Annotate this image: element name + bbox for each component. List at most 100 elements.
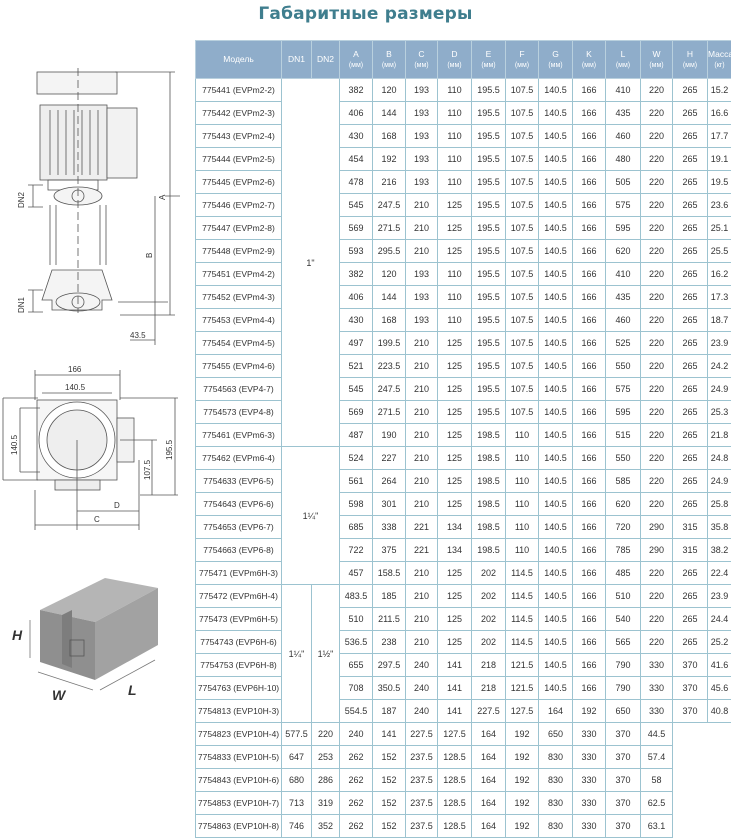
- value-cell: 430: [340, 125, 373, 148]
- value-cell: 238: [373, 631, 406, 654]
- model-cell: 775473 (EVPm6H-5): [196, 608, 282, 631]
- value-cell: 198.5: [472, 447, 506, 470]
- value-cell: 202: [472, 608, 506, 631]
- value-cell: 655: [340, 654, 373, 677]
- value-cell: 16.2: [708, 263, 731, 286]
- value-cell: 536.5: [340, 631, 373, 654]
- value-cell: 210: [406, 470, 438, 493]
- value-cell: 216: [373, 171, 406, 194]
- value-cell: 107.5: [506, 378, 539, 401]
- value-cell: 220: [641, 194, 673, 217]
- value-cell: 120: [373, 263, 406, 286]
- value-cell: 540: [606, 608, 641, 631]
- value-cell: 195.5: [472, 171, 506, 194]
- column-header: A(мм): [340, 41, 373, 79]
- model-cell: 7754643 (EVP6-6): [196, 493, 282, 516]
- value-cell: 110: [438, 148, 472, 171]
- value-cell: 110: [506, 447, 539, 470]
- value-cell: 114.5: [506, 562, 539, 585]
- value-cell: 406: [340, 102, 373, 125]
- column-header-unit: (мм): [438, 60, 471, 71]
- value-cell: 198.5: [472, 539, 506, 562]
- value-cell: 107.5: [506, 194, 539, 217]
- value-cell: 23.9: [708, 585, 731, 608]
- value-cell: 107.5: [506, 309, 539, 332]
- model-cell: 7754753 (EVP6H-8): [196, 654, 282, 677]
- value-cell: 223.5: [373, 355, 406, 378]
- value-cell: 107.5: [506, 263, 539, 286]
- value-cell: 107.5: [506, 401, 539, 424]
- value-cell: 237.5: [406, 792, 438, 815]
- value-cell: 382: [340, 263, 373, 286]
- value-cell: 595: [606, 217, 641, 240]
- value-cell: 330: [573, 746, 606, 769]
- value-cell: 21.8: [708, 424, 731, 447]
- column-header-label: Модель: [223, 54, 254, 64]
- dimension-a-label: A: [158, 194, 167, 200]
- value-cell: 195.5: [472, 148, 506, 171]
- value-cell: 406: [340, 286, 373, 309]
- value-cell: 195.5: [472, 79, 506, 102]
- value-cell: 210: [406, 585, 438, 608]
- value-cell: 262: [340, 769, 373, 792]
- value-cell: 265: [673, 102, 708, 125]
- value-cell: 62.5: [641, 792, 673, 815]
- value-cell: 57.4: [641, 746, 673, 769]
- value-cell: 220: [641, 125, 673, 148]
- value-cell: 107.5: [506, 355, 539, 378]
- value-cell: 370: [673, 654, 708, 677]
- column-header-label: W: [652, 49, 660, 59]
- value-cell: 220: [641, 631, 673, 654]
- value-cell: 265: [673, 355, 708, 378]
- value-cell: 166: [573, 332, 606, 355]
- value-cell: 25.5: [708, 240, 731, 263]
- value-cell: 430: [340, 309, 373, 332]
- value-cell: 41.6: [708, 654, 731, 677]
- value-cell: 166: [573, 401, 606, 424]
- value-cell: 24.2: [708, 355, 731, 378]
- column-header-label: DN2: [317, 54, 334, 64]
- value-cell: 510: [606, 585, 641, 608]
- value-cell: 195.5: [472, 263, 506, 286]
- model-cell: 7754853 (EVP10H-7): [196, 792, 282, 815]
- value-cell: 650: [539, 723, 573, 746]
- value-cell: 227.5: [472, 700, 506, 723]
- value-cell: 265: [673, 424, 708, 447]
- model-cell: 775447 (EVPm2-8): [196, 217, 282, 240]
- value-cell: 140.5: [539, 332, 573, 355]
- value-cell: 110: [438, 263, 472, 286]
- value-cell: 166: [573, 562, 606, 585]
- value-cell: 790: [606, 677, 641, 700]
- value-cell: 545: [340, 194, 373, 217]
- model-cell: 775453 (EVPm4-4): [196, 309, 282, 332]
- model-cell: 775462 (EVPm6-4): [196, 447, 282, 470]
- value-cell: 210: [406, 424, 438, 447]
- value-cell: 140.5: [539, 378, 573, 401]
- value-cell: 166: [573, 493, 606, 516]
- value-cell: 220: [641, 470, 673, 493]
- value-cell: 720: [606, 516, 641, 539]
- model-cell: 775448 (EVPm2-9): [196, 240, 282, 263]
- column-header-unit: (мм): [673, 60, 707, 71]
- value-cell: 210: [406, 240, 438, 263]
- model-cell: 7754743 (EVP6H-6): [196, 631, 282, 654]
- value-cell: 240: [340, 723, 373, 746]
- value-cell: 330: [641, 700, 673, 723]
- value-cell: 198.5: [472, 424, 506, 447]
- value-cell: 44.5: [641, 723, 673, 746]
- column-header-label: A: [353, 49, 359, 59]
- value-cell: 140.5: [539, 677, 573, 700]
- value-cell: 220: [641, 493, 673, 516]
- model-cell: 7754573 (EVP4-8): [196, 401, 282, 424]
- value-cell: 237.5: [406, 815, 438, 838]
- value-cell: 164: [472, 769, 506, 792]
- value-cell: 128.5: [438, 815, 472, 838]
